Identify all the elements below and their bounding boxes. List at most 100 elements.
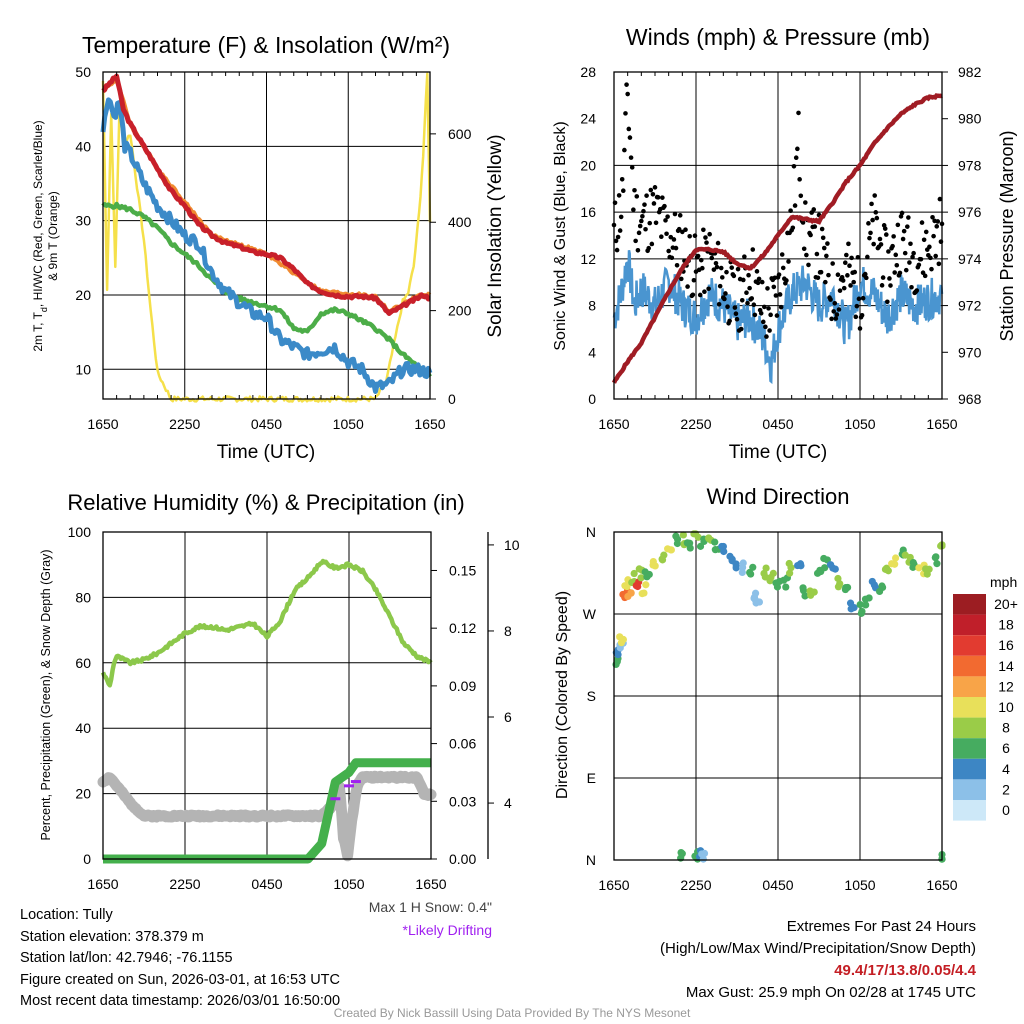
x-tick-label: 1650 [926,877,957,893]
snow-tick-label: 10 [504,537,520,553]
legend-swatch [953,594,986,615]
gust-point [800,220,806,225]
gust-point [929,266,934,272]
station-latlon: Station lat/lon: 42.7946; -76.1155 [20,950,233,966]
direction-point [850,604,858,612]
pressure-y-axis-label: Station Pressure (Maroon) [997,130,1017,341]
direction-point [634,582,642,591]
direction-point [640,589,648,597]
gust-point [751,302,757,308]
gust-point [860,295,866,301]
gust-point [821,245,827,251]
gust-point [921,237,927,243]
gust-point [931,233,936,239]
gust-point [888,283,893,288]
y-tick-label: 16 [580,204,596,220]
direction-point [820,554,828,563]
y-tick-label: 30 [75,213,91,229]
humidity-plot-frame [102,531,432,860]
y-tick-label: 100 [68,524,92,540]
x-tick-label: 1650 [87,876,118,892]
direction-point [931,553,939,562]
gust-point [629,165,635,170]
gust-point [691,277,697,283]
series-line-td [101,201,432,378]
gust-point [801,246,807,252]
gust-point [739,297,745,303]
gust-point [764,334,769,339]
gust-point [776,272,782,277]
max-gust: Max Gust: 25.9 mph On 02/28 at 1745 UTC [685,984,976,1001]
gust-point [901,228,907,234]
gust-point [700,265,705,271]
humidity-chart: Relative Humidity (%) & Precipitation (i… [39,490,520,892]
gust-point [786,259,791,264]
gust-point [750,247,756,252]
legend-swatch [953,800,986,821]
winds-x-axis-label: Time (UTC) [729,442,828,463]
legend-swatch [953,758,986,780]
series-line-2m-t [101,73,431,316]
gust-point [778,304,784,310]
gust-point [878,242,884,247]
gust-point [664,231,669,237]
gust-point [895,222,901,228]
gust-point [617,228,623,233]
gust-point [633,238,638,244]
gust-point [927,244,932,250]
gust-point [812,224,818,229]
y-tick-label: 40 [75,138,91,154]
direction-point [891,554,900,562]
gust-point [618,214,624,220]
legend-swatch [953,779,986,800]
gust-point [773,293,779,298]
snow-tick-label: 8 [504,623,512,639]
x-tick-label: 1050 [844,877,875,893]
direction-point [720,547,728,556]
direction-point [862,601,870,609]
direction-point [694,533,702,541]
gust-point [636,230,642,236]
gust-point [907,260,912,265]
gust-point [734,316,740,322]
humidity-chart-title: Relative Humidity (%) & Precipitation (i… [67,490,464,515]
station-elevation: Station elevation: 378.379 m [20,928,204,945]
gust-point [613,238,619,244]
gust-point [762,304,767,310]
gust-point [905,224,910,229]
x-tick-label: 2250 [169,416,200,432]
direction-point [801,592,809,600]
y2-tick-label: 978 [958,157,982,173]
series-line-wind-chill [100,97,433,394]
temperature-x-axis-label: Time (UTC) [217,442,316,463]
gust-point [653,220,659,226]
gust-point [763,324,768,330]
gust-point [862,271,868,277]
gust-point [829,316,834,322]
direction-point [881,565,890,573]
y-tick-label: 20 [580,157,596,173]
gust-point [933,253,938,259]
gust-point [825,241,830,246]
credit-line: Created By Nick Bassill Using Data Provi… [333,1006,691,1020]
gust-point [865,254,870,260]
gust-point [804,252,809,258]
gust-point [616,193,622,198]
gust-point [879,283,885,288]
x-tick-label: 1650 [414,416,445,432]
x-tick-label: 1650 [598,416,629,432]
insolation-y-axis-label: Solar Insolation (Yellow) [485,134,506,337]
y-tick-label: S [587,688,596,704]
gust-point [673,245,679,251]
direction-point [738,568,746,577]
y-tick-label: 50 [75,64,91,80]
gust-point [674,262,680,268]
wind-direction-plot-frame [613,531,943,861]
x-tick-label: 0450 [762,877,793,893]
gust-point [836,307,842,312]
gust-point [910,254,915,260]
gust-point [678,276,684,282]
gust-point [767,328,772,333]
series-line-snow-depth [97,770,437,862]
gust-point [791,163,797,169]
